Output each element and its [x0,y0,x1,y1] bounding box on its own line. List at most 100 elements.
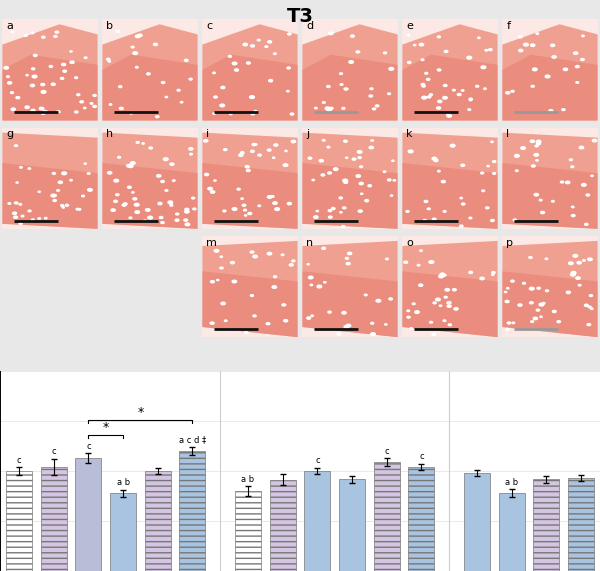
Circle shape [413,45,416,46]
Text: c: c [52,447,56,456]
Bar [41,467,67,571]
Circle shape [273,202,277,204]
Circle shape [275,208,280,211]
Text: n: n [306,238,313,248]
Circle shape [587,324,590,325]
Circle shape [537,287,540,289]
Circle shape [573,255,578,257]
Circle shape [220,256,223,258]
Circle shape [408,150,413,153]
Circle shape [281,254,284,256]
Circle shape [340,212,342,213]
Bar [76,458,101,571]
Circle shape [51,194,56,197]
Circle shape [578,284,581,286]
Circle shape [208,187,212,190]
Circle shape [531,321,533,323]
Text: a b: a b [505,478,518,486]
Circle shape [371,333,376,336]
Circle shape [54,195,56,196]
Circle shape [287,67,290,69]
Circle shape [285,150,287,152]
Circle shape [484,88,486,90]
Polygon shape [103,55,197,120]
Circle shape [576,82,578,83]
Circle shape [82,195,85,197]
Circle shape [322,139,325,141]
Bar [202,236,298,337]
Circle shape [549,110,553,112]
Circle shape [461,203,465,205]
Circle shape [287,203,292,205]
Circle shape [437,107,440,109]
Circle shape [476,86,479,87]
Circle shape [323,282,326,283]
Circle shape [248,212,251,215]
Circle shape [284,320,287,322]
Circle shape [385,324,387,325]
Circle shape [419,43,424,46]
Circle shape [446,114,450,116]
Circle shape [257,39,260,41]
Circle shape [515,155,519,157]
Circle shape [210,322,214,324]
Circle shape [569,159,572,160]
Circle shape [344,140,347,142]
Bar [2,127,98,229]
Circle shape [443,275,446,276]
Circle shape [344,181,347,183]
Circle shape [44,218,47,219]
Circle shape [289,264,293,266]
Circle shape [571,206,574,208]
Circle shape [571,274,575,276]
Circle shape [591,175,593,176]
Circle shape [221,86,225,89]
Circle shape [308,276,313,279]
Circle shape [239,154,243,156]
Circle shape [138,34,142,37]
Circle shape [61,78,64,79]
Circle shape [580,146,584,149]
Circle shape [114,179,119,182]
Circle shape [70,51,72,52]
Circle shape [371,323,374,324]
Circle shape [391,195,392,196]
Bar [6,471,32,571]
Circle shape [376,299,380,302]
Circle shape [266,323,270,325]
Circle shape [271,196,274,198]
Circle shape [423,219,427,222]
Circle shape [575,66,579,68]
Circle shape [307,317,311,319]
Circle shape [214,180,216,181]
Circle shape [16,96,20,99]
Text: T3: T3 [287,7,313,26]
Polygon shape [403,55,497,120]
Circle shape [136,142,139,143]
Circle shape [469,217,472,219]
Circle shape [213,113,215,114]
Bar [2,19,98,120]
Circle shape [118,156,121,158]
Circle shape [420,250,422,251]
Circle shape [447,115,451,117]
Circle shape [146,73,150,75]
Circle shape [319,159,323,162]
Polygon shape [302,55,398,120]
Circle shape [204,140,208,142]
Circle shape [114,200,118,202]
Circle shape [445,288,449,291]
Circle shape [511,90,514,92]
Circle shape [524,43,528,46]
Circle shape [314,107,317,109]
Circle shape [506,328,509,330]
Circle shape [551,200,554,202]
Circle shape [245,215,247,216]
Circle shape [383,52,386,54]
Circle shape [491,141,493,143]
Circle shape [165,190,168,191]
Circle shape [287,33,291,35]
Circle shape [365,199,368,202]
Circle shape [565,181,570,184]
Polygon shape [202,25,298,120]
